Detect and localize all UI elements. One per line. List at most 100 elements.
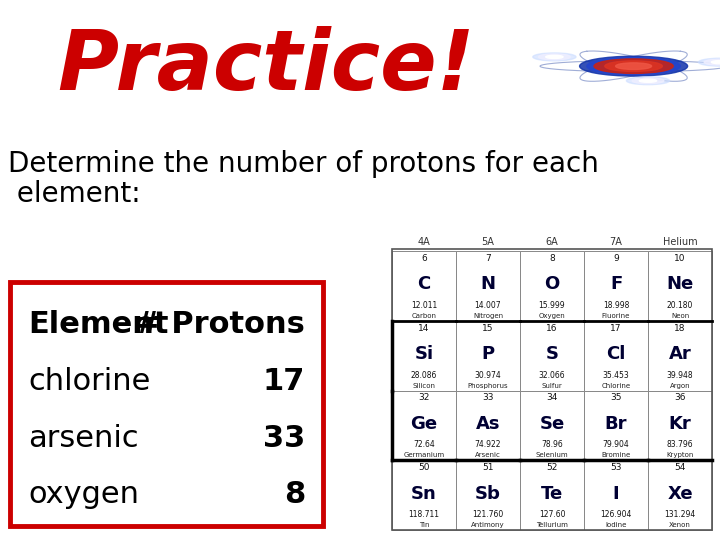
Text: 10: 10 [674,254,685,263]
Text: 78.96: 78.96 [541,441,563,449]
Circle shape [587,58,680,75]
Text: Carbon: Carbon [412,313,436,319]
Text: Element: Element [28,310,168,339]
Text: 20.180: 20.180 [667,301,693,310]
Bar [456,460,520,530]
Text: 7A: 7A [610,237,622,247]
Text: Si: Si [415,345,433,363]
Text: Xe: Xe [667,485,693,503]
Text: Sn: Sn [411,485,437,503]
Text: 14.007: 14.007 [474,301,501,310]
Bar [648,321,712,390]
Text: 18: 18 [674,324,685,333]
Text: 54: 54 [675,463,685,472]
Text: 35: 35 [611,394,622,402]
Text: 7: 7 [485,254,491,263]
Bar [392,249,712,530]
Text: S: S [546,345,559,363]
Bar [520,321,584,390]
Text: Ar: Ar [669,345,691,363]
Text: Sulfur: Sulfur [541,383,562,389]
Text: Kr: Kr [669,415,691,433]
Text: 8: 8 [549,254,555,263]
Bar [648,460,712,530]
Text: 83.796: 83.796 [667,441,693,449]
Text: 15.999: 15.999 [539,301,565,310]
Text: 131.294: 131.294 [665,510,696,519]
Text: 127.60: 127.60 [539,510,565,519]
Bar [392,460,456,530]
Text: Helium: Helium [662,237,697,247]
Text: 74.922: 74.922 [474,441,501,449]
Text: Tellurium: Tellurium [536,522,568,528]
Text: 52: 52 [546,463,558,472]
Text: 32.066: 32.066 [539,370,565,380]
Text: 126.904: 126.904 [600,510,631,519]
Bar [584,321,648,390]
Bar [520,390,584,460]
Text: Oxygen: Oxygen [539,313,565,319]
Text: 121.760: 121.760 [472,510,503,519]
Text: Germanium: Germanium [403,453,444,458]
Text: oxygen: oxygen [28,480,139,509]
Circle shape [639,79,657,82]
Text: Cl: Cl [606,345,626,363]
Bar [392,390,456,460]
Text: 5A: 5A [482,237,495,247]
Bar [392,321,456,390]
Circle shape [704,59,720,65]
Text: Fluorine: Fluorine [602,313,630,319]
Text: Bromine: Bromine [601,453,631,458]
Bar [584,460,648,530]
Text: Te: Te [541,485,563,503]
Text: 33: 33 [482,394,494,402]
Text: 28.086: 28.086 [411,370,437,380]
Text: arsenic: arsenic [28,423,139,453]
Bar [456,390,520,460]
Bar [520,460,584,530]
Text: 118.711: 118.711 [408,510,439,519]
Text: As: As [476,415,500,433]
Text: 6A: 6A [546,237,559,247]
Circle shape [632,78,664,84]
Circle shape [616,63,652,70]
Text: 15: 15 [482,324,494,333]
Text: 9: 9 [613,254,619,263]
Text: 8: 8 [284,480,305,509]
Circle shape [533,53,576,61]
Text: Tin: Tin [419,522,429,528]
Text: Br: Br [605,415,627,433]
Text: Selenium: Selenium [536,453,568,458]
Bar [648,251,712,321]
Text: N: N [480,275,495,293]
Text: C: C [418,275,431,293]
Bar [392,251,456,321]
Bar [456,251,520,321]
Bar [520,251,584,321]
Text: 34: 34 [546,394,558,402]
Circle shape [546,55,563,58]
Text: O: O [544,275,559,293]
Circle shape [594,59,673,73]
Text: 79.904: 79.904 [603,441,629,449]
Text: Ge: Ge [410,415,438,433]
Bar [648,390,712,460]
Text: Chlorine: Chlorine [601,383,631,389]
Text: Iodine: Iodine [606,522,626,528]
Text: 6: 6 [421,254,427,263]
Text: I: I [613,485,619,503]
Bar [584,390,648,460]
Circle shape [580,56,688,76]
Text: F: F [610,275,622,293]
Text: Phosphorus: Phosphorus [468,383,508,389]
Text: # Protons: # Protons [135,310,305,339]
Text: 30.974: 30.974 [474,370,501,380]
Text: 35.453: 35.453 [603,370,629,380]
Circle shape [711,60,720,64]
Circle shape [626,77,670,85]
Text: 50: 50 [418,463,430,472]
Text: Sb: Sb [475,485,501,503]
Text: Argon: Argon [670,383,690,389]
Text: Neon: Neon [671,313,689,319]
Circle shape [698,58,720,66]
